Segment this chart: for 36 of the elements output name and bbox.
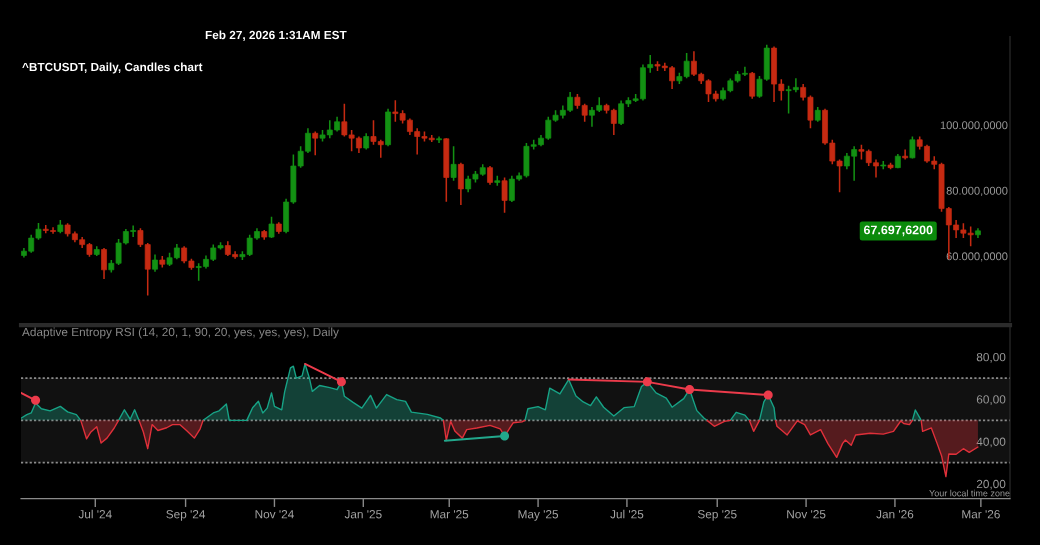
candlestick [902,148,909,161]
x-tick-label: Nov '24 [255,510,294,519]
x-tick-label: May '25 [518,510,559,521]
x-tick-label: Jan '26 [876,510,914,519]
x-tick-label: Mar '26 [962,510,1000,519]
text: ^BTCUSDT, Daily, Candles chart [22,62,203,74]
chart-title: Adaptive Entropy RSI (14, 20, 1, 90, 20, yes, yes, yes), Daily [22,327,339,339]
x-tick-label: Jul '25 [610,509,644,519]
annotation: Your local time zone [929,489,1010,497]
candlestick [312,130,319,156]
x-tick-label: Jul '24 [78,509,112,519]
candlestick [450,145,457,182]
candlestick [501,176,508,214]
x-tick-label: Sep '25 [697,510,737,521]
x-tick-label: Nov '25 [787,510,826,519]
y-tick-label: 80.000,0000 [946,186,1008,197]
candlestick [749,71,756,100]
x-tick-label: Sep '24 [166,510,206,521]
y-tick-label: 60.000,0000 [946,252,1008,262]
annotation: Feb 27, 2026 1:31AM EST [205,30,347,41]
point [763,390,773,400]
annotation: 67.697,6200 [863,225,933,237]
candlestick [487,165,493,186]
point [685,384,695,394]
y-tick-label: 100.000,0000 [940,121,1008,131]
y-tick-label: 40,00 [976,437,1006,448]
point [31,395,41,405]
x-tick-label: Jan '25 [344,510,382,519]
candlestick [101,247,107,280]
y-tick-label: 20,00 [976,479,1006,490]
x-tick-label: Mar '25 [430,510,469,519]
y-tick-label: 80,00 [976,352,1006,363]
point [336,377,346,387]
point [500,431,510,441]
point [642,377,652,387]
y-tick-label: 60,00 [976,395,1006,405]
